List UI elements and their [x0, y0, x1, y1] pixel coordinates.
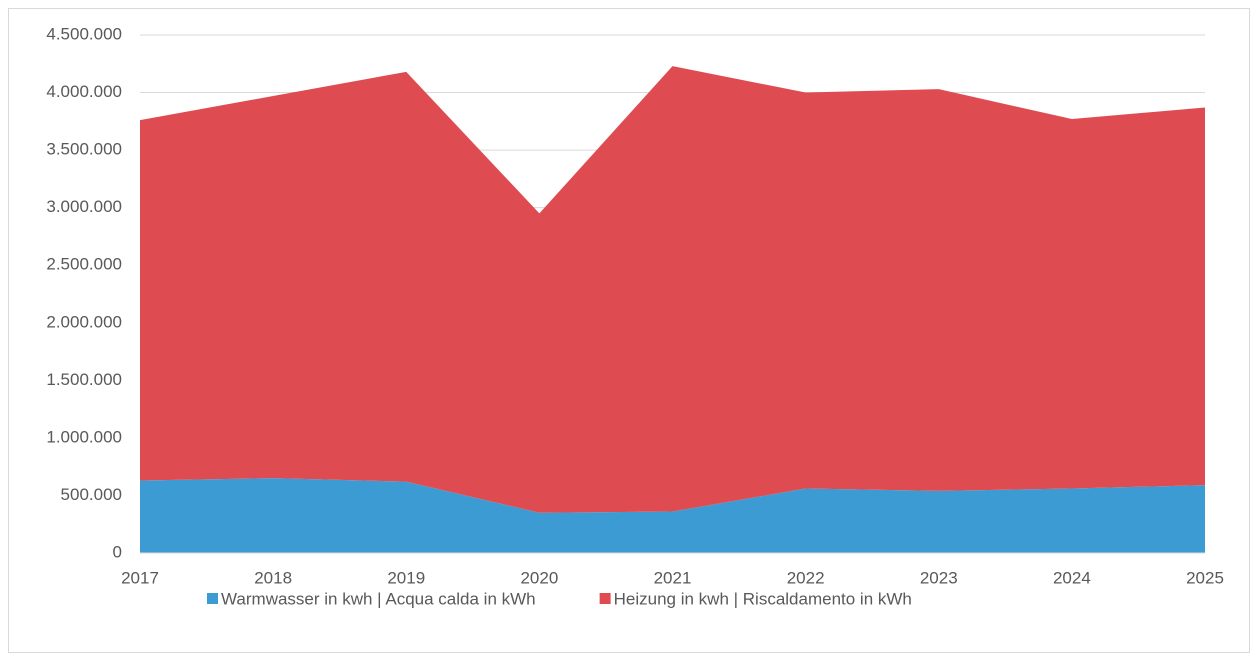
legend-label: Warmwasser in kwh | Acqua calda in kWh: [221, 589, 536, 608]
y-tick-label: 2.500.000: [46, 255, 122, 274]
x-tick-label: 2022: [787, 568, 825, 587]
y-tick-label: 4.500.000: [46, 24, 122, 43]
legend-swatch: [599, 593, 611, 604]
legend-swatch: [207, 593, 218, 604]
area: [140, 478, 1205, 553]
x-tick-label: 2025: [1186, 568, 1224, 587]
x-tick-label: 2023: [920, 568, 958, 587]
x-tick-label: 2024: [1053, 568, 1091, 587]
x-tick-label: 2021: [654, 568, 692, 587]
y-tick-label: 1.000.000: [46, 427, 122, 446]
x-tick-label: 2019: [387, 568, 425, 587]
legend-label: Heizung in kwh | Riscaldamento in kWh: [614, 589, 912, 608]
y-tick-label: 3.000.000: [46, 197, 122, 216]
y-tick-label: 2.000.000: [46, 312, 122, 331]
y-tick-label: 4.000.000: [46, 82, 122, 101]
y-tick-label: 0: [113, 542, 122, 561]
y-tick-label: 3.500.000: [46, 140, 122, 159]
x-tick-label: 2018: [254, 568, 292, 587]
y-tick-label: 1.500.000: [46, 370, 122, 389]
x-tick-label: 2020: [520, 568, 558, 587]
x-tick-label: 2017: [121, 568, 159, 587]
y-tick-label: 500.000: [61, 485, 122, 504]
area: [140, 66, 1205, 513]
